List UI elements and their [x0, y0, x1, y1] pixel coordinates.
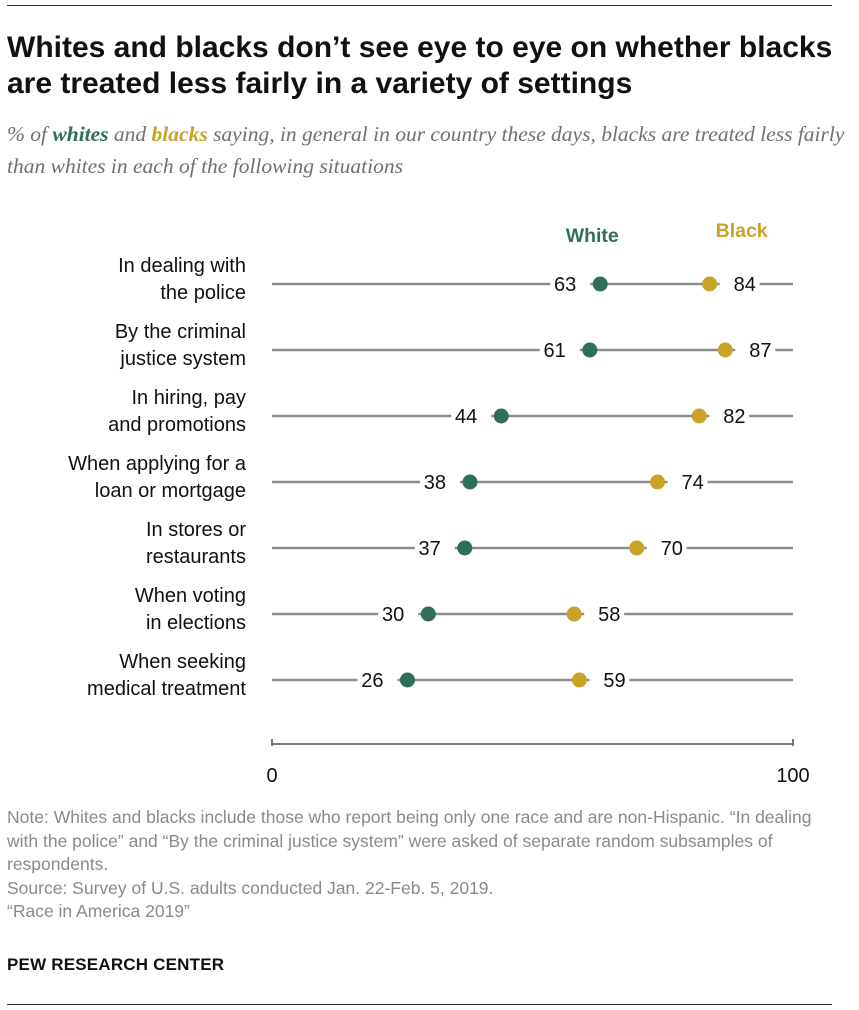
- dot-black: [566, 606, 582, 622]
- dot-black: [650, 474, 666, 490]
- category-label-line1: When applying for a: [68, 453, 247, 475]
- subtitle-suffix: saying, in general in our country these …: [7, 122, 845, 178]
- legend-white: White: [566, 225, 619, 247]
- value-label-black: 87: [749, 340, 771, 362]
- dot-white: [457, 540, 473, 556]
- value-label-white: 30: [382, 604, 404, 626]
- dot-chart: White Black In dealing with the police 63 84 B…: [68, 220, 810, 787]
- pew-credit: PEW RESEARCH CENTER: [7, 955, 225, 974]
- value-label-black: 84: [734, 274, 756, 296]
- dot-white: [462, 474, 478, 490]
- category-label-line1: When voting: [135, 585, 246, 607]
- notes: Note: Whites and blacks include those wh…: [7, 806, 837, 924]
- value-label-black: 70: [661, 538, 683, 560]
- report-title: “Race in America 2019”: [7, 901, 190, 922]
- value-label-black: 74: [682, 472, 704, 494]
- dot-black: [702, 276, 718, 292]
- value-label-white: 63: [554, 274, 576, 296]
- category-label-line2: restaurants: [146, 546, 246, 568]
- value-label-white: 38: [424, 472, 446, 494]
- dot-white: [592, 276, 608, 292]
- subtitle-whites: whites: [52, 122, 109, 146]
- value-label-black: 82: [723, 406, 745, 428]
- chart-subtitle: % of whites and blacks saying, in genera…: [7, 118, 847, 182]
- x-tick-label: 100: [776, 765, 809, 787]
- category-label-line2: loan or mortgage: [95, 480, 246, 502]
- subtitle-and: and: [108, 122, 152, 146]
- category-label-line2: and promotions: [108, 414, 246, 436]
- category-label-line2: in elections: [146, 612, 246, 634]
- category-label-line2: justice system: [119, 348, 246, 370]
- value-label-white: 26: [361, 670, 383, 692]
- subtitle-prefix: % of: [7, 122, 53, 146]
- top-rule: [7, 5, 832, 6]
- category-label-line2: medical treatment: [87, 678, 246, 700]
- value-label-white: 44: [455, 406, 477, 428]
- dot-black: [691, 408, 707, 424]
- dot-black: [571, 672, 587, 688]
- category-label-line1: When seeking: [119, 651, 246, 673]
- category-label-line1: In stores or: [146, 519, 246, 541]
- subtitle-blacks: blacks: [151, 122, 208, 146]
- category-label-line1: In dealing with: [118, 255, 246, 277]
- note-text: Note: Whites and blacks include those wh…: [7, 807, 812, 875]
- dot-white: [420, 606, 436, 622]
- dot-black: [629, 540, 645, 556]
- chart-title: Whites and blacks don’t see eye to eye o…: [7, 31, 833, 100]
- legend-black: Black: [716, 220, 768, 242]
- category-label-line2: the police: [160, 282, 246, 304]
- x-tick-label: 0: [266, 765, 277, 787]
- dot-white: [582, 342, 598, 358]
- category-label-line1: In hiring, pay: [131, 387, 246, 409]
- category-label-line1: By the criminal: [115, 321, 246, 343]
- value-label-black: 58: [598, 604, 620, 626]
- value-label-white: 37: [419, 538, 441, 560]
- bottom-rule: [7, 1004, 832, 1005]
- value-label-white: 61: [544, 340, 566, 362]
- source-text: Source: Survey of U.S. adults conducted …: [7, 877, 494, 898]
- dot-white: [399, 672, 415, 688]
- dot-white: [493, 408, 509, 424]
- dot-black: [717, 342, 733, 358]
- value-label-black: 59: [603, 670, 625, 692]
